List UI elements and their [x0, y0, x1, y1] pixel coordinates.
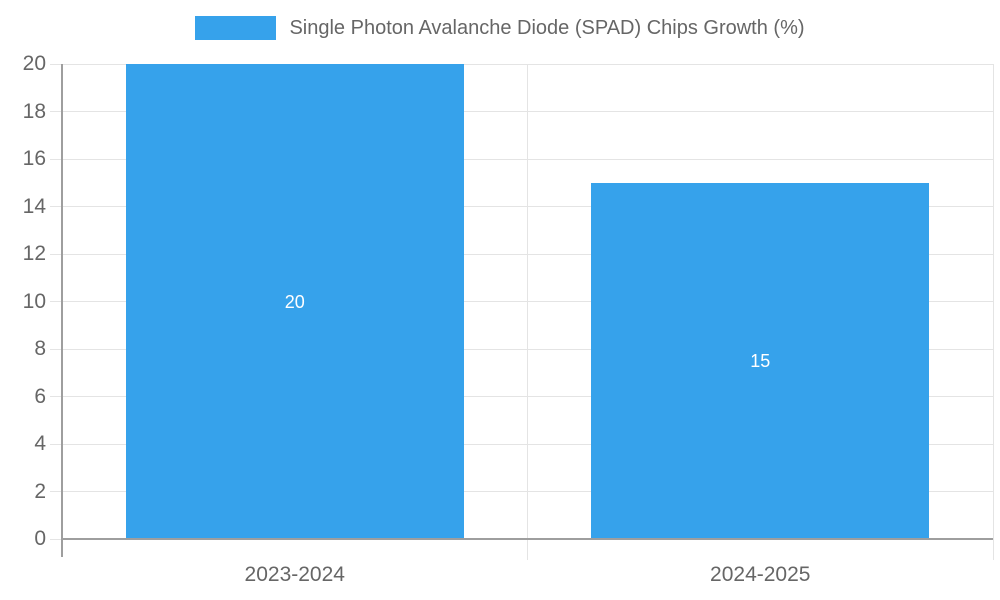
bar-value-label: 20 [284, 291, 305, 312]
category-boundary-gridline [992, 64, 994, 560]
y-axis-tick-label: 16 [22, 147, 46, 170]
y-axis-tick [50, 206, 62, 207]
x-axis-tick-label: 2023-2024 [244, 563, 345, 586]
chart-legend[interactable]: Single Photon Avalanche Diode (SPAD) Chi… [0, 16, 1000, 40]
y-axis-tick-label: 0 [34, 527, 46, 550]
y-axis-tick-label: 18 [22, 99, 46, 123]
y-axis-tick [50, 111, 62, 112]
bar[interactable] [125, 64, 464, 539]
y-axis-tick-label: 10 [22, 289, 46, 313]
y-axis-tick [50, 396, 62, 397]
y-axis-tick-label: 4 [34, 432, 46, 455]
y-axis-tick-label: 8 [34, 337, 46, 360]
category-boundary-gridline [527, 64, 528, 560]
y-axis-tick [50, 443, 62, 445]
legend-swatch [195, 16, 277, 40]
y-axis-tick [50, 301, 62, 302]
y-axis-tick-label: 12 [22, 242, 46, 265]
y-axis-tick [50, 538, 62, 540]
y-axis-tick [50, 348, 62, 350]
x-axis-tick-label: 2024-2025 [710, 563, 811, 586]
y-axis-line [61, 64, 63, 557]
y-axis-tick-label: 14 [22, 194, 46, 218]
legend-label: Single Photon Avalanche Diode (SPAD) Chi… [289, 16, 805, 39]
y-axis-tick-label: 2 [34, 479, 46, 503]
y-axis-tick [50, 63, 62, 65]
bar[interactable] [591, 182, 930, 539]
y-axis-tick [50, 158, 62, 160]
x-axis-line [62, 538, 993, 540]
bar-value-label: 15 [750, 350, 771, 371]
y-axis-tick [50, 253, 62, 255]
y-axis-tick-label: 6 [34, 384, 46, 408]
y-axis-tick [50, 491, 62, 492]
y-axis-tick-label: 20 [22, 52, 46, 75]
